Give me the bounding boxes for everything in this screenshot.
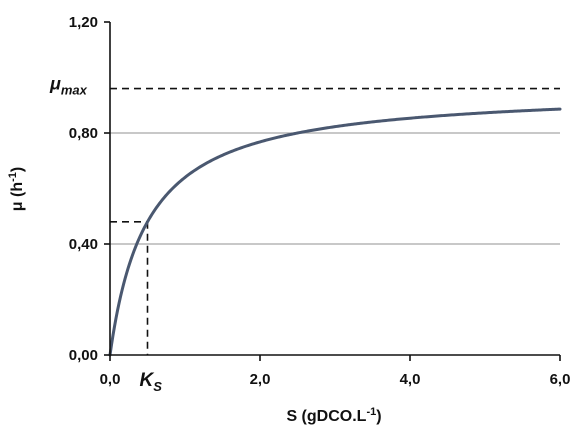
x-tick-label: 0,0: [100, 371, 121, 388]
gridlines: [110, 132, 560, 245]
x-tick-label: 4,0: [400, 371, 421, 388]
y-tick-label: 0,80: [69, 125, 98, 142]
y-axis-label: μ (h-1): [7, 167, 26, 211]
reference-lines: [110, 87, 560, 355]
mu-max-annotation: μmax: [49, 74, 88, 98]
ks-annotation: KS: [140, 370, 163, 394]
series-line: [108, 107, 562, 357]
y-tick-label: 1,20: [69, 14, 98, 31]
y-tick-label: 0,40: [69, 236, 98, 253]
x-tick-label: 6,0: [550, 371, 571, 388]
axes: [104, 21, 561, 361]
tick-labels: 0,00 0,40 0,80 1,20 0,0 2,0 4,0 6,0: [69, 14, 571, 388]
x-tick-label: 2,0: [250, 371, 271, 388]
y-tick-label: 0,00: [69, 347, 98, 364]
x-axis-label: S (gDCO.L-1): [286, 406, 381, 425]
